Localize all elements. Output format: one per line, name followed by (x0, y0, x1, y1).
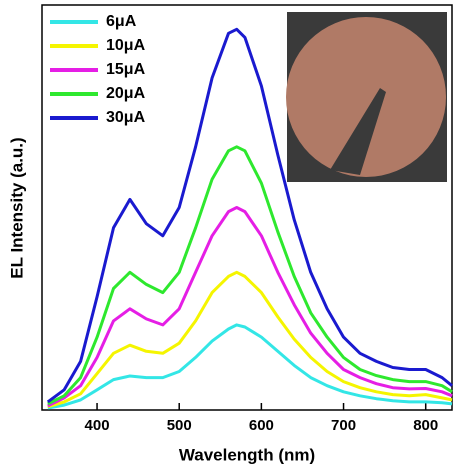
x-tick-label: 800 (413, 417, 438, 434)
legend-label: 10μA (106, 37, 146, 54)
y-axis-title: EL Intensity (a.u.) (7, 137, 26, 278)
x-tick-label: 400 (85, 417, 110, 434)
x-tick-label: 600 (249, 417, 274, 434)
x-tick-label: 700 (331, 417, 356, 434)
x-tick-label: 500 (167, 417, 192, 434)
x-axis-title: Wavelength (nm) (179, 445, 315, 464)
legend-label: 15μA (106, 61, 146, 78)
inset-photo (286, 12, 447, 182)
legend-label: 6μA (106, 13, 137, 30)
chart: Wavelength (nm) EL Intensity (a.u.) 400 5… (0, 0, 455, 467)
series-line (48, 147, 452, 404)
legend-label: 30μA (106, 109, 146, 126)
legend-label: 20μA (106, 85, 146, 102)
